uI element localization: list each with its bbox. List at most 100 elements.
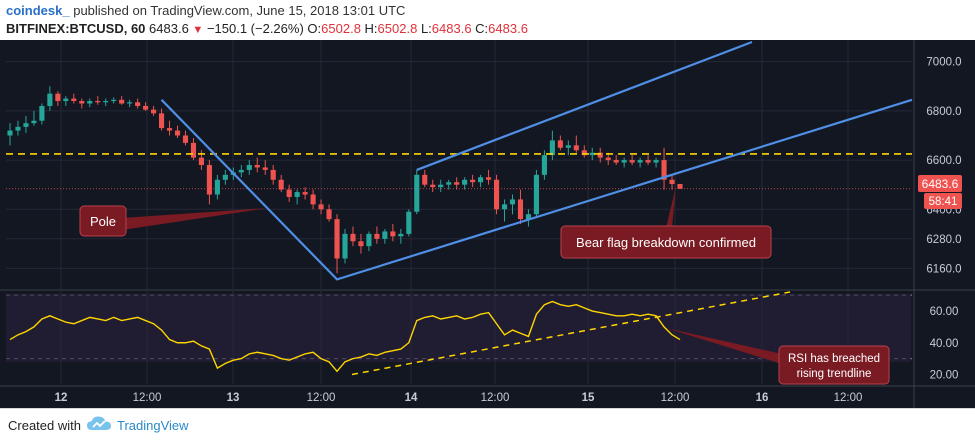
- candle-body: [135, 102, 141, 106]
- candle-body: [294, 192, 300, 197]
- price-tick-label: 7000.0: [926, 57, 961, 69]
- candle-body: [190, 142, 197, 158]
- rsi-tick-label: 40.00: [930, 338, 959, 350]
- candle-body: [15, 126, 21, 131]
- breakdown-callout[interactable]: Bear flag breakdown confirmed: [560, 186, 772, 259]
- candle-body: [31, 120, 37, 124]
- open-label: O:: [307, 21, 322, 36]
- time-tick-label: 12:00: [133, 392, 162, 404]
- candle-body: [302, 192, 308, 195]
- candle-body: [350, 233, 356, 242]
- candle-body: [589, 152, 595, 156]
- time-tick-label: 15: [582, 392, 595, 404]
- candle-body: [342, 233, 348, 259]
- candles: [7, 86, 683, 274]
- candle-body: [182, 135, 189, 143]
- time-tick-label: 12:00: [307, 392, 336, 404]
- candle-body: [581, 150, 587, 156]
- rsi-callout-pointer: [666, 328, 782, 364]
- breakdown-callout-pointer: [666, 186, 676, 228]
- candle-body: [486, 177, 492, 180]
- candle-body: [446, 182, 452, 185]
- last-price: 6483.6: [149, 21, 189, 36]
- rsi-callout[interactable]: RSI has breached rising trendline: [666, 328, 890, 385]
- created-with-label: Created with: [8, 418, 81, 433]
- candle-body: [621, 160, 627, 163]
- time-tick-label: 12: [55, 392, 68, 404]
- candle-body: [557, 140, 563, 148]
- candle-body: [262, 167, 268, 170]
- candle-body: [143, 105, 149, 110]
- candle-body: [222, 174, 228, 180]
- price-tick-label: 6800.0: [926, 106, 961, 118]
- open-value: 6502.8: [321, 21, 361, 36]
- candle-body: [629, 160, 635, 163]
- candle-body: [254, 165, 260, 168]
- publish-line: coindesk_ published on TradingView.com, …: [6, 3, 405, 18]
- candle-body: [206, 165, 212, 195]
- pole-callout-box: [79, 205, 127, 237]
- candle-body: [398, 233, 404, 237]
- rsi-line: [9, 300, 681, 373]
- candle-body: [637, 160, 643, 163]
- candle-body: [613, 160, 619, 163]
- low-value: 6483.6: [431, 21, 472, 36]
- candle-body: [549, 140, 555, 156]
- pole-and-lower-channel-line: [160, 98, 913, 281]
- candle-body: [238, 169, 244, 173]
- candle-body: [158, 113, 165, 129]
- low-label: L:: [420, 21, 432, 36]
- candle-body: [517, 199, 524, 220]
- candle-body: [605, 157, 611, 161]
- candle-body: [573, 145, 579, 151]
- close-label: C:: [475, 21, 489, 36]
- candle-body: [334, 219, 340, 259]
- time-tick-label: 14: [405, 392, 418, 404]
- drawings: [6, 40, 913, 281]
- candle-body: [127, 102, 133, 104]
- countdown-tag-text: 58:41: [929, 196, 958, 208]
- candle-body: [198, 157, 204, 165]
- pole-callout[interactable]: Pole: [79, 205, 268, 237]
- last-price-tag: [918, 175, 962, 192]
- candle-body: [119, 99, 125, 104]
- candle-body: [286, 189, 292, 197]
- candle-body: [326, 209, 332, 220]
- candle-body: [438, 184, 444, 188]
- symbol-label[interactable]: BITFINEX:BTCUSD, 60: [6, 21, 146, 36]
- rsi-tick-label: 20.00: [930, 369, 959, 381]
- candle-body: [382, 231, 388, 239]
- candle-body: [151, 109, 157, 114]
- candle-body: [501, 204, 508, 210]
- candle-body: [470, 179, 476, 183]
- candle-body: [414, 174, 420, 212]
- candle-body: [366, 233, 372, 247]
- candle-body: [71, 98, 77, 102]
- rsi-label-line1: RSI has breached: [788, 353, 880, 365]
- footer: Created with TradingView: [0, 408, 975, 442]
- candle-body: [374, 233, 380, 239]
- high-value: 6502.8: [377, 21, 418, 36]
- candle-body: [462, 179, 468, 185]
- tradingview-brand-link[interactable]: TradingView: [117, 418, 189, 433]
- rsi-band: [6, 294, 911, 362]
- candle-body: [270, 169, 276, 180]
- breakdown-callout-box: [560, 225, 772, 259]
- price-tick-label: 6600.0: [926, 155, 961, 167]
- rsi-pane: [9, 291, 791, 376]
- high-label: H:: [364, 21, 378, 36]
- candle-body: [565, 145, 571, 148]
- rsi-callout-box: [778, 345, 890, 385]
- candle-body: [541, 155, 547, 175]
- candle-body: [422, 174, 428, 185]
- candle-body: [358, 241, 364, 247]
- author-link[interactable]: coindesk_: [6, 3, 70, 18]
- price-change: −150.1 (−2.26%): [206, 21, 304, 36]
- candle-body: [63, 98, 69, 102]
- candle-body: [39, 105, 45, 121]
- close-value: 6483.6: [488, 21, 528, 36]
- candle-body: [111, 99, 117, 102]
- rsi-trendline: [351, 291, 791, 376]
